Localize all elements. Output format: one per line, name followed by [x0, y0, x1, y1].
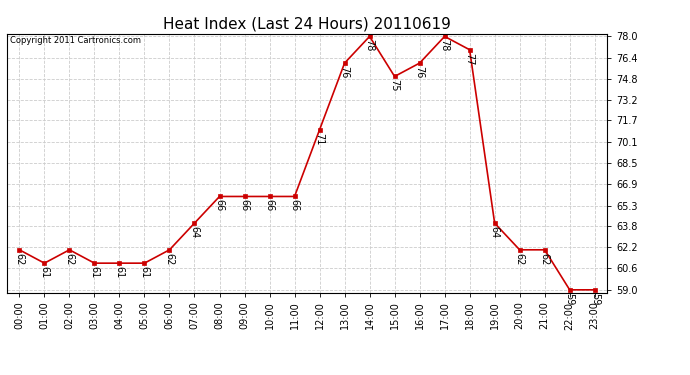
Text: 64: 64	[190, 226, 199, 238]
Text: 66: 66	[290, 199, 299, 211]
Text: 66: 66	[239, 199, 250, 211]
Text: 61: 61	[90, 266, 99, 278]
Text: 76: 76	[339, 66, 350, 78]
Text: 62: 62	[164, 253, 175, 265]
Text: 62: 62	[515, 253, 524, 265]
Text: 66: 66	[215, 199, 224, 211]
Text: 78: 78	[364, 39, 375, 52]
Text: 75: 75	[390, 79, 400, 92]
Title: Heat Index (Last 24 Hours) 20110619: Heat Index (Last 24 Hours) 20110619	[163, 16, 451, 31]
Text: 71: 71	[315, 132, 324, 145]
Text: 66: 66	[264, 199, 275, 211]
Text: 62: 62	[14, 253, 24, 265]
Text: 64: 64	[490, 226, 500, 238]
Text: 77: 77	[464, 53, 475, 65]
Text: Copyright 2011 Cartronics.com: Copyright 2011 Cartronics.com	[10, 36, 141, 45]
Text: 61: 61	[39, 266, 50, 278]
Text: 61: 61	[139, 266, 150, 278]
Text: 59: 59	[564, 292, 575, 305]
Text: 62: 62	[64, 253, 75, 265]
Text: 59: 59	[590, 292, 600, 305]
Text: 61: 61	[115, 266, 124, 278]
Text: 62: 62	[540, 253, 550, 265]
Text: 78: 78	[440, 39, 450, 52]
Text: 76: 76	[415, 66, 424, 78]
